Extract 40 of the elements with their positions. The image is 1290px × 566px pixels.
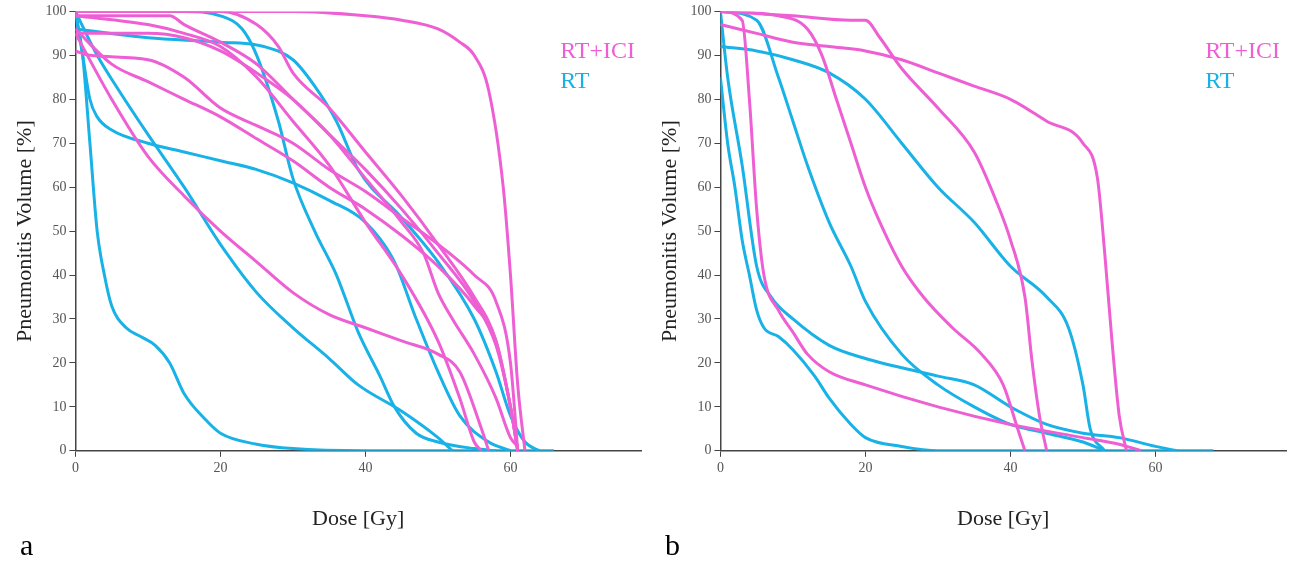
x-tick-label: 20 (858, 459, 873, 475)
x-tick-label: 0 (716, 459, 724, 475)
x-tick-label: 40 (358, 459, 373, 475)
y-axis-title: Pneumonitis Volume [%] (655, 120, 681, 342)
y-tick-label: 50 (52, 222, 67, 238)
y-tick-label: 100 (45, 3, 67, 19)
y-tick-label: 70 (697, 134, 712, 150)
y-tick-label: 70 (52, 134, 67, 150)
y-tick-label: 0 (704, 442, 712, 458)
y-axis-title: Pneumonitis Volume [%] (10, 120, 36, 342)
x-tick-label: 40 (1003, 459, 1018, 475)
y-tick-label: 40 (52, 266, 67, 282)
x-tick-label: 60 (503, 459, 518, 475)
x-tick-label: 60 (1148, 459, 1163, 475)
y-tick-label: 80 (52, 90, 67, 106)
y-tick-label: 10 (52, 398, 67, 414)
y-tick-label: 80 (697, 90, 712, 106)
y-tick-label: 60 (697, 178, 712, 194)
text: RT (1205, 66, 1235, 93)
y-tick-label: 90 (697, 47, 712, 63)
y-tick-label: 30 (52, 310, 67, 326)
y-tick-label: 10 (697, 398, 712, 414)
text: b (665, 527, 680, 561)
y-tick-label: 100 (690, 3, 712, 19)
y-tick-label: 60 (52, 178, 67, 194)
y-tick-label: 0 (59, 442, 67, 458)
y-tick-label: 20 (52, 354, 67, 370)
x-tick-label: 20 (213, 459, 228, 475)
text: a (20, 527, 34, 561)
y-tick-label: 20 (697, 354, 712, 370)
text: RT+ICI (560, 36, 636, 63)
y-tick-label: 90 (52, 47, 67, 63)
y-tick-label: 50 (697, 222, 712, 238)
text: RT (560, 66, 590, 93)
x-axis-title: Dose [Gy] (957, 504, 1050, 530)
y-tick-label: 40 (697, 266, 712, 282)
x-tick-label: 0 (71, 459, 79, 475)
x-axis-title: Dose [Gy] (312, 504, 405, 530)
y-tick-label: 30 (697, 310, 712, 326)
text: RT+ICI (1205, 36, 1281, 63)
